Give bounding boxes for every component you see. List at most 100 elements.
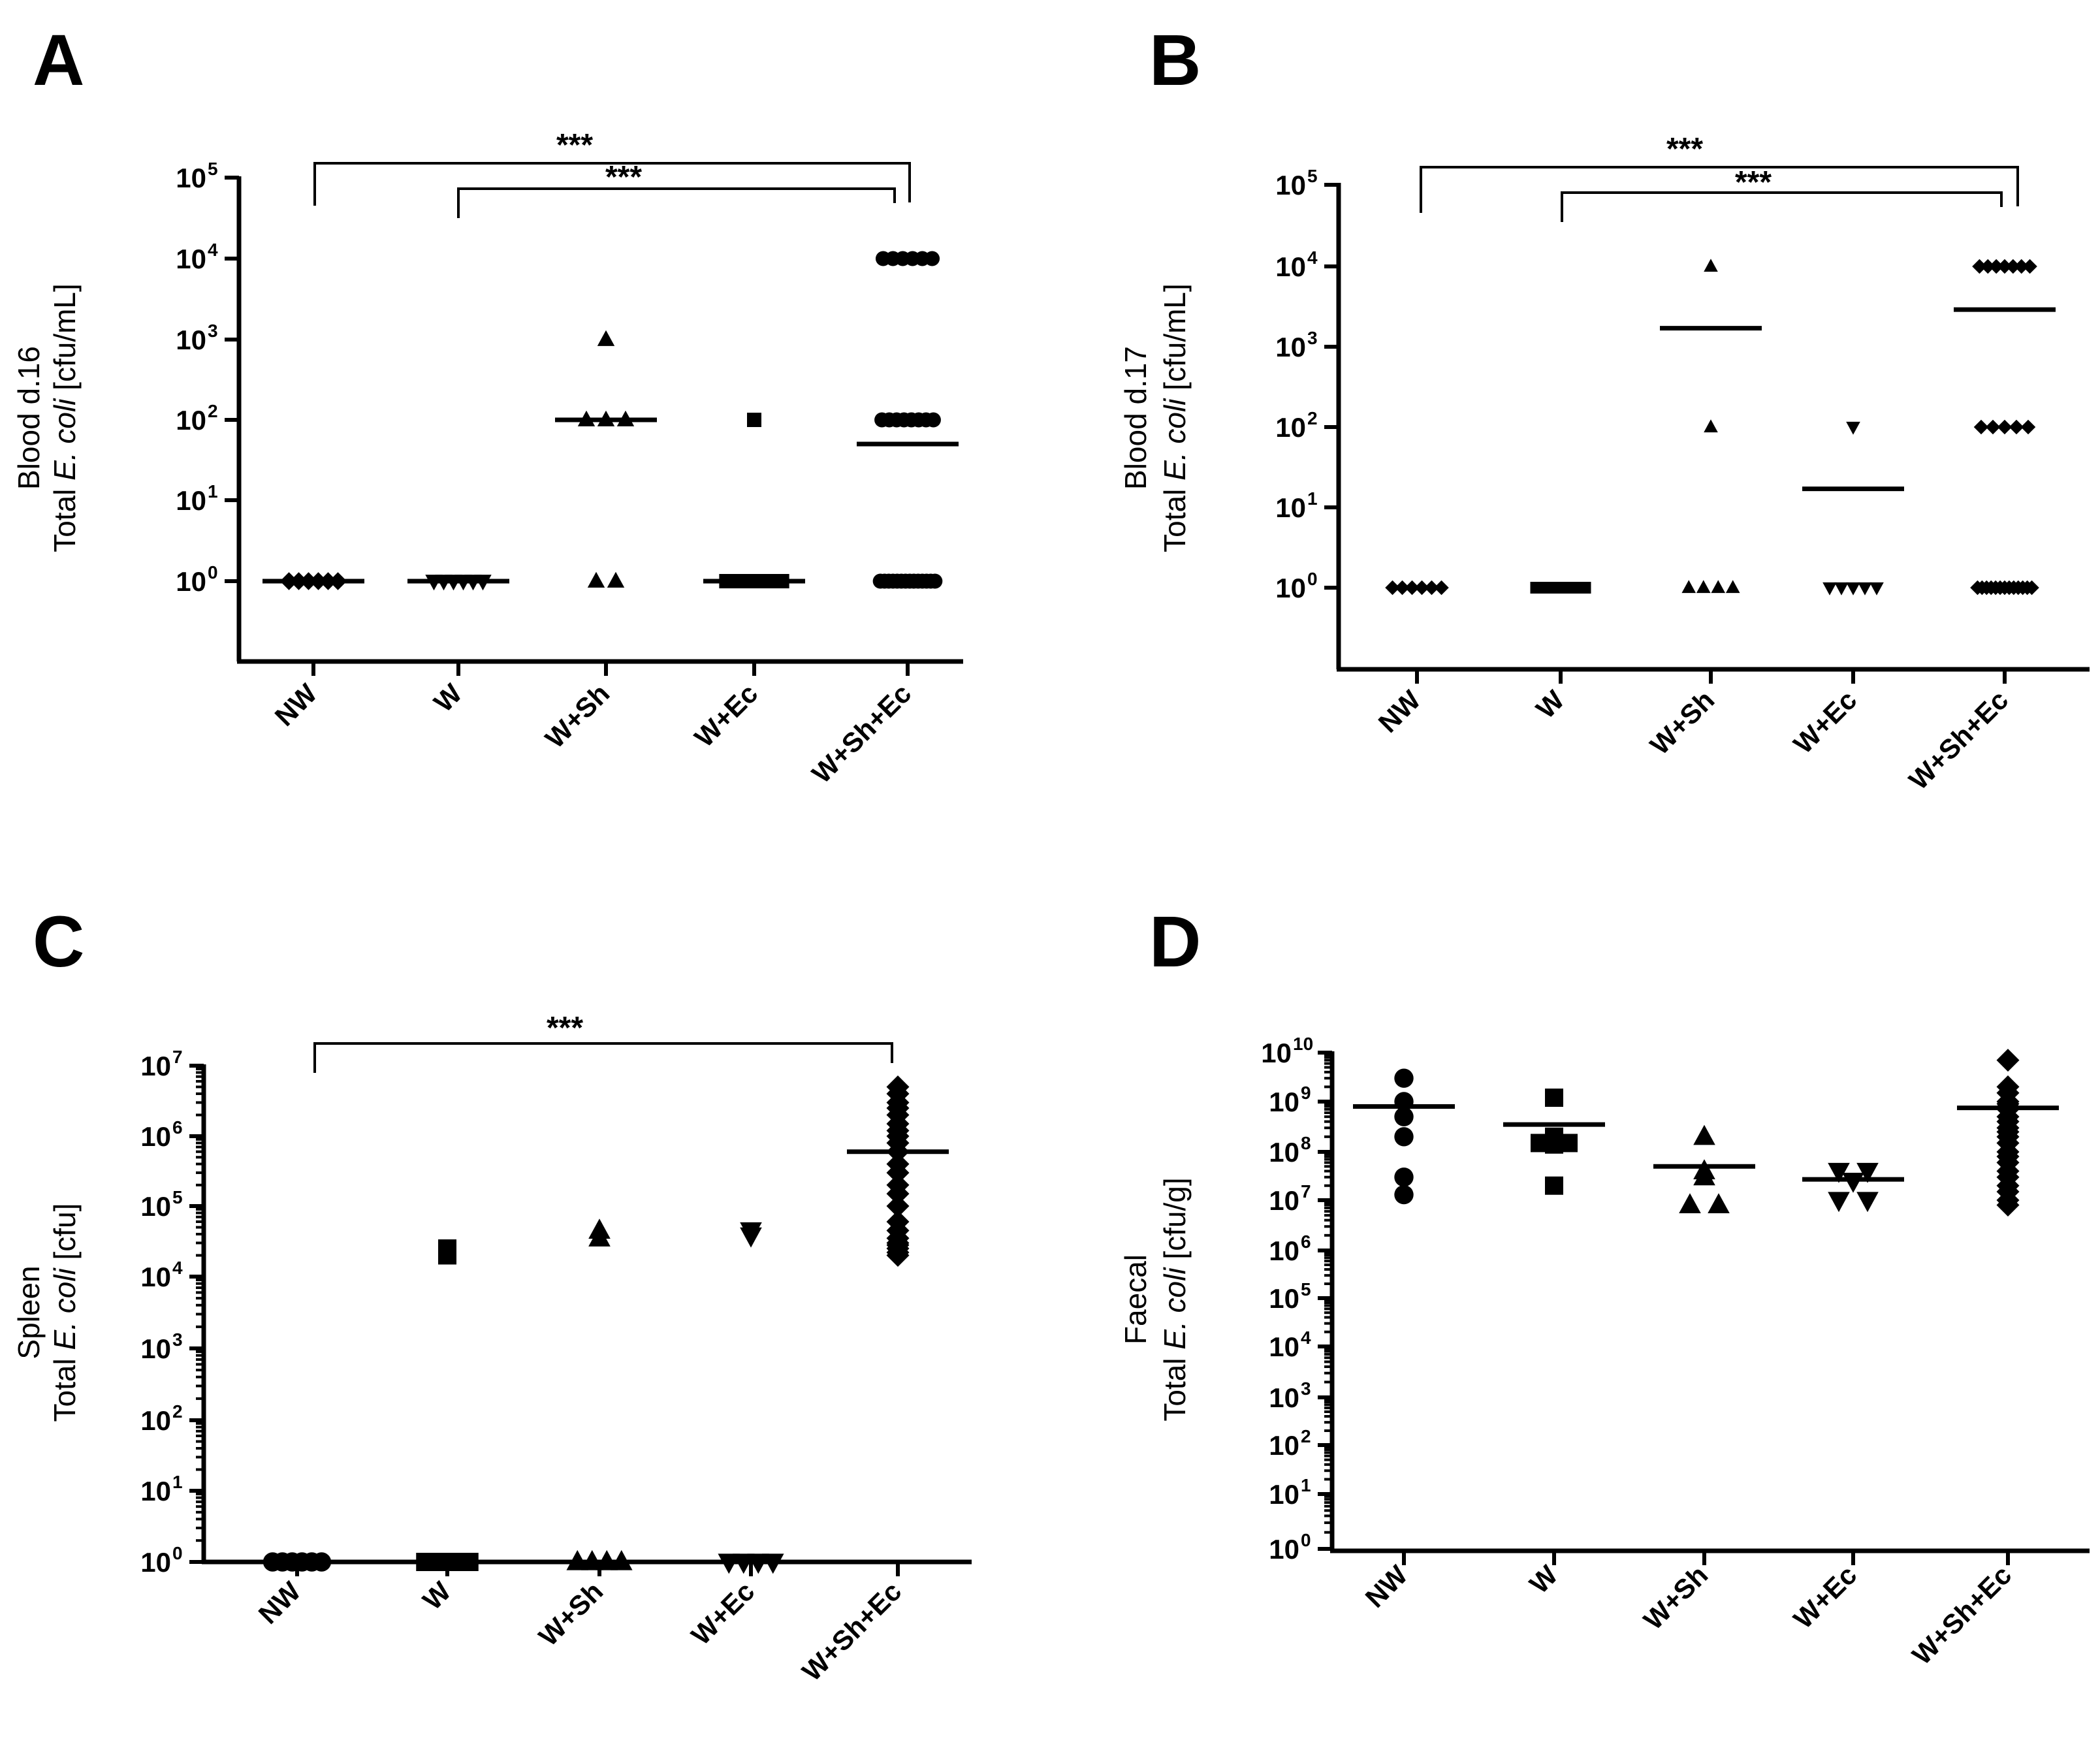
- data-point: [1996, 1049, 2020, 1072]
- data-point: [2024, 580, 2039, 596]
- significance-bracket: [1561, 191, 2003, 222]
- x-tick-label: W+Ec: [1787, 1559, 1862, 1634]
- significance-bracket: [313, 1042, 893, 1073]
- data-point: [1681, 580, 1696, 594]
- data-point: [1679, 1193, 1701, 1214]
- y-tick-exponent: 5: [1307, 166, 1318, 186]
- data-point: [1842, 1172, 1864, 1193]
- y-tick-exponent: 9: [1301, 1083, 1311, 1103]
- significance-bracket: [457, 187, 896, 218]
- y-tick-label: 10: [1269, 1137, 1299, 1168]
- y-tick-label: 10: [1275, 412, 1306, 443]
- y-tick-exponent: 10: [1293, 1034, 1313, 1054]
- data-point: [1693, 1159, 1715, 1180]
- data-point: [1846, 421, 1860, 435]
- x-tick-label: NW: [253, 1576, 307, 1630]
- y-tick-exponent: 0: [172, 1543, 183, 1563]
- data-point: [1545, 1127, 1563, 1146]
- y-axis-title-species: E. coli: [1158, 1267, 1192, 1350]
- y-tick-label: 10: [140, 1547, 171, 1578]
- y-tick-label: 10: [1269, 1430, 1299, 1461]
- data-point: [924, 251, 940, 266]
- data-point: [1395, 580, 1410, 596]
- y-tick-label: 10: [176, 163, 206, 193]
- data-point: [2020, 419, 2036, 435]
- y-axis-title-line2: Total E. coli [cfu]: [48, 1203, 82, 1422]
- y-axis-title-line1: Spleen: [12, 1265, 46, 1359]
- data-point: [1972, 259, 1987, 274]
- data-point: [1856, 1162, 1879, 1183]
- y-tick-exponent: 4: [1307, 247, 1318, 268]
- y-tick-label: 10: [1275, 170, 1306, 200]
- data-point: [1828, 1192, 1850, 1213]
- data-point: [1856, 1192, 1879, 1213]
- y-axis-title-total: Total: [48, 1350, 82, 1422]
- y-axis-title-line2: Total E. coli [cfu/mL]: [1158, 283, 1192, 552]
- y-axis-title-line2: Total E. coli [cfu/mL]: [48, 283, 82, 552]
- data-point: [1981, 259, 1996, 274]
- data-point: [1988, 259, 2004, 274]
- y-tick-exponent: 4: [208, 240, 218, 260]
- data-point: [1405, 580, 1420, 596]
- y-tick-label: 10: [1269, 1479, 1299, 1510]
- data-point: [886, 1173, 910, 1197]
- data-point: [1997, 419, 2013, 435]
- y-tick-label: 10: [140, 1191, 171, 1222]
- y-tick-label: 10: [176, 325, 206, 355]
- y-tick-exponent: 6: [1301, 1232, 1311, 1252]
- data-point: [1414, 580, 1429, 596]
- x-tick-label: W+Ec: [1787, 684, 1862, 759]
- y-tick-label: 10: [176, 566, 206, 597]
- x-tick-label: W+Sh: [1644, 684, 1721, 761]
- data-point: [886, 1210, 910, 1233]
- data-point: [1828, 1162, 1850, 1183]
- y-tick-label: 10: [140, 1262, 171, 1292]
- y-tick-label: 10: [140, 1333, 171, 1364]
- data-point: [587, 571, 605, 588]
- panel-label: A: [33, 20, 84, 101]
- x-tick-label: NW: [1360, 1559, 1414, 1614]
- data-point: [1434, 580, 1449, 596]
- y-tick-exponent: 1: [1301, 1475, 1311, 1495]
- data-point: [1834, 582, 1849, 596]
- x-tick-label: W+Sh+Ec: [806, 678, 917, 789]
- y-tick-label: 10: [140, 1476, 171, 1506]
- y-tick-label: 10: [1269, 1185, 1299, 1216]
- data-point: [607, 571, 625, 588]
- y-axis-title-line1: Blood d.17: [1119, 346, 1153, 490]
- y-tick-label: 10: [1261, 1038, 1292, 1068]
- y-tick-exponent: 2: [208, 401, 218, 421]
- x-tick-label: W: [428, 678, 468, 718]
- data-point: [566, 1550, 589, 1570]
- y-axis-title-total: Total: [1158, 1350, 1192, 1422]
- data-point: [1973, 419, 1989, 435]
- x-tick-label: W+Sh+Ec: [1906, 1559, 2017, 1670]
- y-axis-title-unit: [cfu/mL]: [48, 283, 82, 398]
- data-point: [886, 1153, 910, 1176]
- data-point: [460, 1553, 479, 1571]
- significance-label: ***: [547, 1011, 583, 1045]
- y-tick-label: 10: [176, 244, 206, 274]
- data-point: [747, 413, 761, 427]
- data-point: [1708, 1193, 1730, 1214]
- data-point: [1725, 580, 1740, 594]
- y-axis-title-line1: Blood d.16: [12, 346, 46, 490]
- data-point: [1394, 1167, 1414, 1187]
- data-point: [1559, 582, 1572, 594]
- y-tick-exponent: 3: [172, 1329, 183, 1350]
- x-tick-label: W: [417, 1576, 457, 1616]
- significance-bracket: [1420, 166, 2019, 213]
- y-axis-title-unit: [cfu]: [48, 1203, 82, 1269]
- y-tick-label: 10: [140, 1121, 171, 1152]
- y-axis-title-line1: Faecal: [1119, 1254, 1153, 1344]
- y-tick-exponent: 8: [1301, 1133, 1311, 1153]
- x-tick-label: W+Ec: [685, 1576, 760, 1651]
- y-tick-exponent: 5: [208, 159, 218, 179]
- significance-label: ***: [556, 128, 593, 163]
- panel-label: C: [33, 902, 84, 982]
- y-axis-title-unit: [cfu/mL]: [1158, 283, 1192, 398]
